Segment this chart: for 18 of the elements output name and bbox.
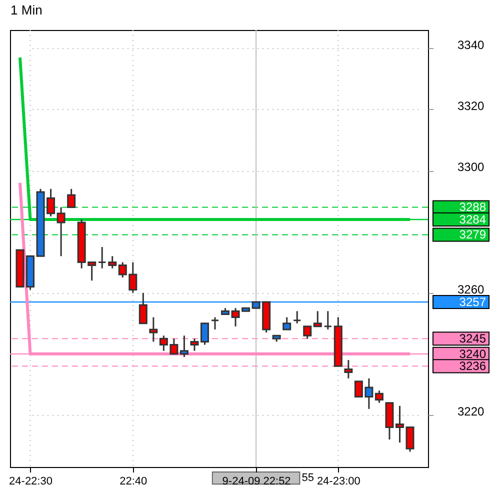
x-tick-label: 24-22:30 [9, 476, 52, 488]
ref-line-label: 3240 [459, 346, 486, 361]
x-tick-label: 24-23:00 [316, 476, 360, 488]
ref-line-label: 3245 [459, 332, 486, 346]
ref-line-label: 3288 [459, 200, 486, 214]
y-tick-label: 3340 [458, 38, 485, 52]
ref-line-label: 3257 [459, 294, 486, 309]
y-tick-label: 3300 [458, 160, 485, 174]
chart-title: 1 Min [10, 2, 42, 18]
y-tick-label: 3220 [458, 404, 485, 419]
x-tick-label: 22:40 [120, 476, 148, 488]
ref-line-label: 3236 [459, 359, 486, 374]
text: 55 [302, 472, 314, 484]
x-tick-label: 9-24-09 22:52 [222, 476, 291, 488]
ref-line-label: 3279 [459, 228, 486, 242]
y-tick-label: 3260 [458, 282, 485, 296]
y-tick-label: 3320 [458, 98, 485, 113]
ref-line-label: 3284 [459, 212, 486, 226]
